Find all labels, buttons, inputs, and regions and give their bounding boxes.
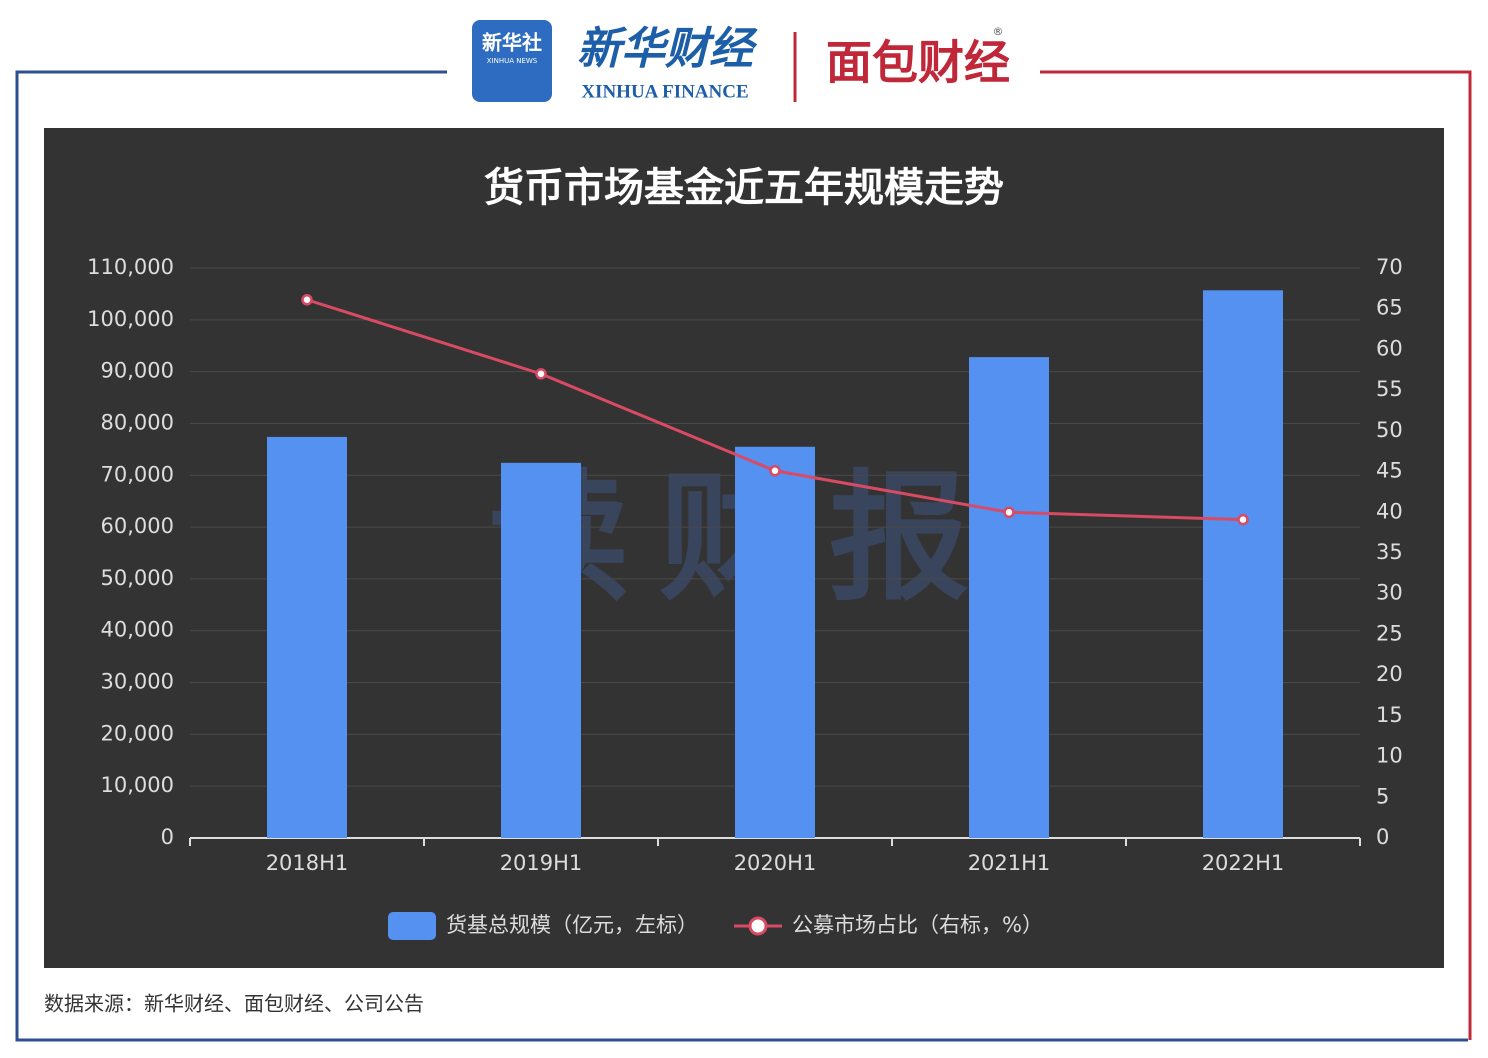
- y-tick-label: 40,000: [101, 618, 174, 642]
- line-point: [1237, 513, 1249, 526]
- y2-tick-label: 35: [1376, 540, 1403, 564]
- xinhua-news-en: XINHUA NEWS: [487, 57, 538, 65]
- y2-tick-label: 50: [1376, 418, 1403, 442]
- line-point: [301, 294, 313, 306]
- legend-swatch-point: [748, 916, 768, 936]
- source-note: 数据来源：新华财经、面包财经、公司公告: [44, 992, 424, 1016]
- bar: [501, 462, 581, 838]
- y-tick-label: 30,000: [101, 670, 174, 694]
- x-tick-label: 2020H1: [734, 851, 817, 875]
- xinhua-finance-en: XINHUA FINANCE: [581, 81, 748, 102]
- y2-tick-label: 55: [1376, 377, 1403, 401]
- y2-tick-label: 40: [1376, 499, 1403, 523]
- mianbao-logo: 面包财经: [826, 36, 1010, 90]
- line-point: [535, 368, 547, 380]
- x-tick-label: 2022H1: [1202, 851, 1285, 875]
- legend-label: 货基总规模（亿元，左标）: [446, 913, 698, 937]
- xinhua-news-logo: [472, 20, 552, 102]
- y-tick-label: 20,000: [101, 721, 174, 745]
- y-tick-label: 50,000: [101, 566, 174, 590]
- y-tick-label: 60,000: [101, 514, 174, 538]
- y2-tick-label: 10: [1376, 744, 1403, 768]
- y-tick-label: 100,000: [87, 307, 174, 331]
- plot: 0 10,000 20,000 30,000 40,000 50,000 60,000 70,…: [87, 255, 1403, 940]
- legend-swatch: [388, 912, 436, 940]
- x-tick-label: 2021H1: [968, 851, 1051, 875]
- xinhua-finance-cn: 新华财经: [577, 24, 758, 75]
- legend-label: 公募市场占比（右标，%）: [792, 913, 1043, 937]
- chart-title: 货币市场基金近五年规模走势: [484, 165, 1004, 211]
- y-tick-label: 90,000: [101, 359, 174, 383]
- y2-tick-label: 30: [1376, 581, 1403, 605]
- y2-tick-label: 20: [1376, 662, 1403, 686]
- y-tick-label: 10,000: [101, 773, 174, 797]
- y2-tick-label: 60: [1376, 336, 1403, 360]
- y2-tick-label: 25: [1376, 621, 1403, 645]
- line-point: [769, 465, 781, 477]
- frame-red: [1040, 70, 1472, 1040]
- y-tick-label: 70,000: [101, 462, 174, 486]
- registered-mark: ®: [993, 25, 1004, 38]
- bar: [1203, 290, 1283, 838]
- frame-blue: [15, 70, 1468, 1042]
- xinhua-news-cn: 新华社: [482, 31, 542, 55]
- y-tick-label: 0: [161, 825, 174, 849]
- bar: [969, 357, 1049, 838]
- y2-tick-label: 65: [1376, 296, 1403, 320]
- bar: [267, 436, 347, 838]
- y2-tick-label: 70: [1376, 255, 1403, 279]
- x-tick-label: 2018H1: [266, 851, 349, 875]
- y-tick-label: 110,000: [87, 255, 174, 279]
- y-tick-label: 80,000: [101, 410, 174, 434]
- line-point: [1003, 506, 1015, 519]
- x-tick-label: 2019H1: [500, 851, 583, 875]
- y2-tick-label: 15: [1376, 703, 1403, 727]
- bar: [735, 446, 815, 838]
- y2-tick-label: 45: [1376, 459, 1403, 483]
- y2-tick-label: 5: [1376, 784, 1389, 808]
- y2-tick-label: 0: [1376, 825, 1389, 849]
